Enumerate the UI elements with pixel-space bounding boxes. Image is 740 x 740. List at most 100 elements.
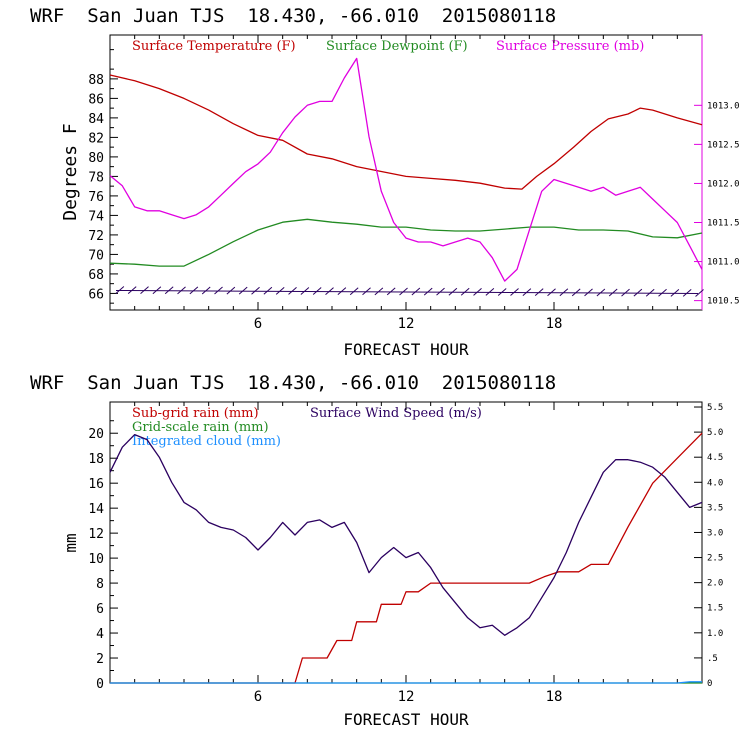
wind-barb: [362, 287, 371, 296]
wind-barb: [275, 286, 285, 295]
wind-barb: [485, 288, 495, 296]
wind-barb: [473, 287, 482, 296]
y2-tick-label: 1013.0: [707, 101, 740, 111]
wind-barb: [460, 287, 470, 296]
y2-tick-label: 1012.5: [707, 140, 740, 150]
y-tick-label: 70: [88, 248, 104, 263]
y2-tick-label: 2.0: [707, 579, 723, 589]
y2-tick-label: 1010.5: [707, 297, 740, 307]
y2-tick-label: 1012.0: [707, 179, 740, 189]
wind-barb: [189, 286, 199, 295]
wind-barb: [411, 287, 421, 296]
chart-2-legend-integrated-cloud: Integrated cloud (mm): [132, 434, 281, 449]
wind-barb: [300, 287, 310, 295]
y-tick-label: 78: [88, 170, 104, 185]
wind-barb: [670, 288, 680, 297]
chart-1-legend-temperature: Surface Temperature (F): [132, 39, 296, 54]
wind-barb: [374, 287, 384, 296]
y-tick-label: 2: [96, 652, 104, 667]
wind-barb: [201, 286, 211, 295]
wind-barb: [448, 287, 458, 296]
y-tick-label: 0: [96, 677, 104, 692]
y-tick-label: 18: [88, 452, 104, 467]
y2-tick-label: 3.5: [707, 503, 723, 513]
y-tick-label: 84: [88, 112, 104, 127]
y-tick-label: 76: [88, 190, 104, 205]
y-tick-label: 12: [88, 527, 104, 542]
y2-tick-label: 5.5: [707, 403, 723, 413]
y2-tick-label: 1011.5: [707, 219, 740, 229]
series-line-1: [110, 432, 703, 684]
y2-tick-label: 3.0: [707, 528, 723, 538]
y-tick-label: 86: [88, 92, 104, 107]
y2-tick-label: 1011.0: [707, 258, 740, 268]
chart-2-y-axis-label: mm: [61, 533, 80, 552]
wind-barb: [214, 286, 223, 295]
wind-barb: [399, 287, 408, 296]
chart-2-legend-grid-scale-rain: Grid-scale rain (mm): [132, 420, 269, 435]
wind-barb: [621, 288, 630, 297]
series-line-2: [109, 218, 703, 267]
y-tick-label: 88: [88, 73, 104, 88]
y2-tick-label: 1.5: [707, 604, 723, 614]
chart-1-y-axis-label: Degrees F: [60, 123, 81, 221]
x-tick-label: 6: [254, 316, 262, 332]
wind-barb: [522, 288, 532, 296]
x-tick-label: 12: [398, 316, 415, 332]
y-tick-label: 82: [88, 131, 104, 146]
chart-2-legend-wind-speed: Surface Wind Speed (m/s): [310, 406, 482, 421]
wind-barbs: [115, 286, 704, 297]
wind-barb: [288, 287, 297, 295]
wind-barb: [386, 287, 396, 296]
chart-2-series: [109, 432, 703, 684]
series-line-1: [109, 74, 703, 190]
y-tick-label: 16: [88, 477, 104, 492]
wind-barb: [177, 286, 186, 295]
wind-barb: [645, 288, 655, 297]
y2-tick-label: 1.0: [707, 629, 723, 639]
wind-barb: [164, 286, 174, 295]
y-tick-label: 80: [88, 151, 104, 166]
wind-barb: [423, 287, 433, 296]
chart-2-title: WRF San Juan TJS 18.430, -66.010 2015080…: [30, 372, 556, 394]
chart-2-legend-subgrid-rain: Sub-grid rain (mm): [132, 406, 259, 421]
y-tick-label: 72: [88, 229, 104, 244]
y-tick-label: 66: [88, 287, 104, 302]
wind-barb: [547, 288, 556, 297]
chart-1-title: WRF San Juan TJS 18.430, -66.010 2015080…: [30, 5, 556, 27]
y2-tick-label: 2.5: [707, 554, 723, 564]
wind-barb: [127, 286, 137, 294]
wind-barb: [534, 288, 544, 297]
wind-barb: [226, 286, 236, 295]
wind-barb: [337, 287, 347, 296]
series-line-4: [109, 433, 703, 636]
wind-barb: [682, 289, 692, 297]
wind-barb: [596, 288, 606, 297]
series-line-3: [109, 57, 703, 282]
wind-barb: [658, 288, 667, 297]
y-tick-label: 6: [96, 602, 104, 617]
wind-barb: [238, 286, 248, 295]
wind-barb: [152, 286, 162, 295]
chart-2-ticks: 6 12 18 0 2 4 6 8 10 12 14 16 18 20 0 .5 1.0 1.5 2.0 2.5 3.0…: [88, 402, 723, 705]
y-tick-label: 8: [96, 577, 104, 592]
chart-1-legend-pressure: Surface Pressure (mb): [496, 39, 644, 54]
wind-barb: [140, 286, 149, 295]
y2-tick-label: 4.5: [707, 453, 723, 463]
chart-1-ticks: 6 12 18 66 68 70 72 74 76 78 80 82 84 86 88 1010.5 1011.…: [88, 35, 740, 332]
y-tick-label: 10: [88, 552, 104, 567]
wind-barb: [633, 288, 643, 297]
wind-barb: [559, 288, 569, 297]
x-tick-label: 18: [546, 316, 563, 332]
y-tick-label: 4: [96, 627, 104, 642]
chart-2-x-axis-label: FORECAST HOUR: [343, 710, 469, 729]
temperature-chart: WRF San Juan TJS 18.430, -66.010 2015080…: [30, 5, 740, 359]
y-tick-label: 14: [88, 502, 104, 517]
wind-barb: [312, 287, 322, 295]
series-line-3: [110, 681, 702, 684]
rain-wind-chart: WRF San Juan TJS 18.430, -66.010 2015080…: [30, 372, 723, 729]
y-tick-label: 74: [88, 209, 104, 224]
y2-tick-label: .5: [707, 654, 718, 664]
wind-barb: [608, 288, 618, 297]
